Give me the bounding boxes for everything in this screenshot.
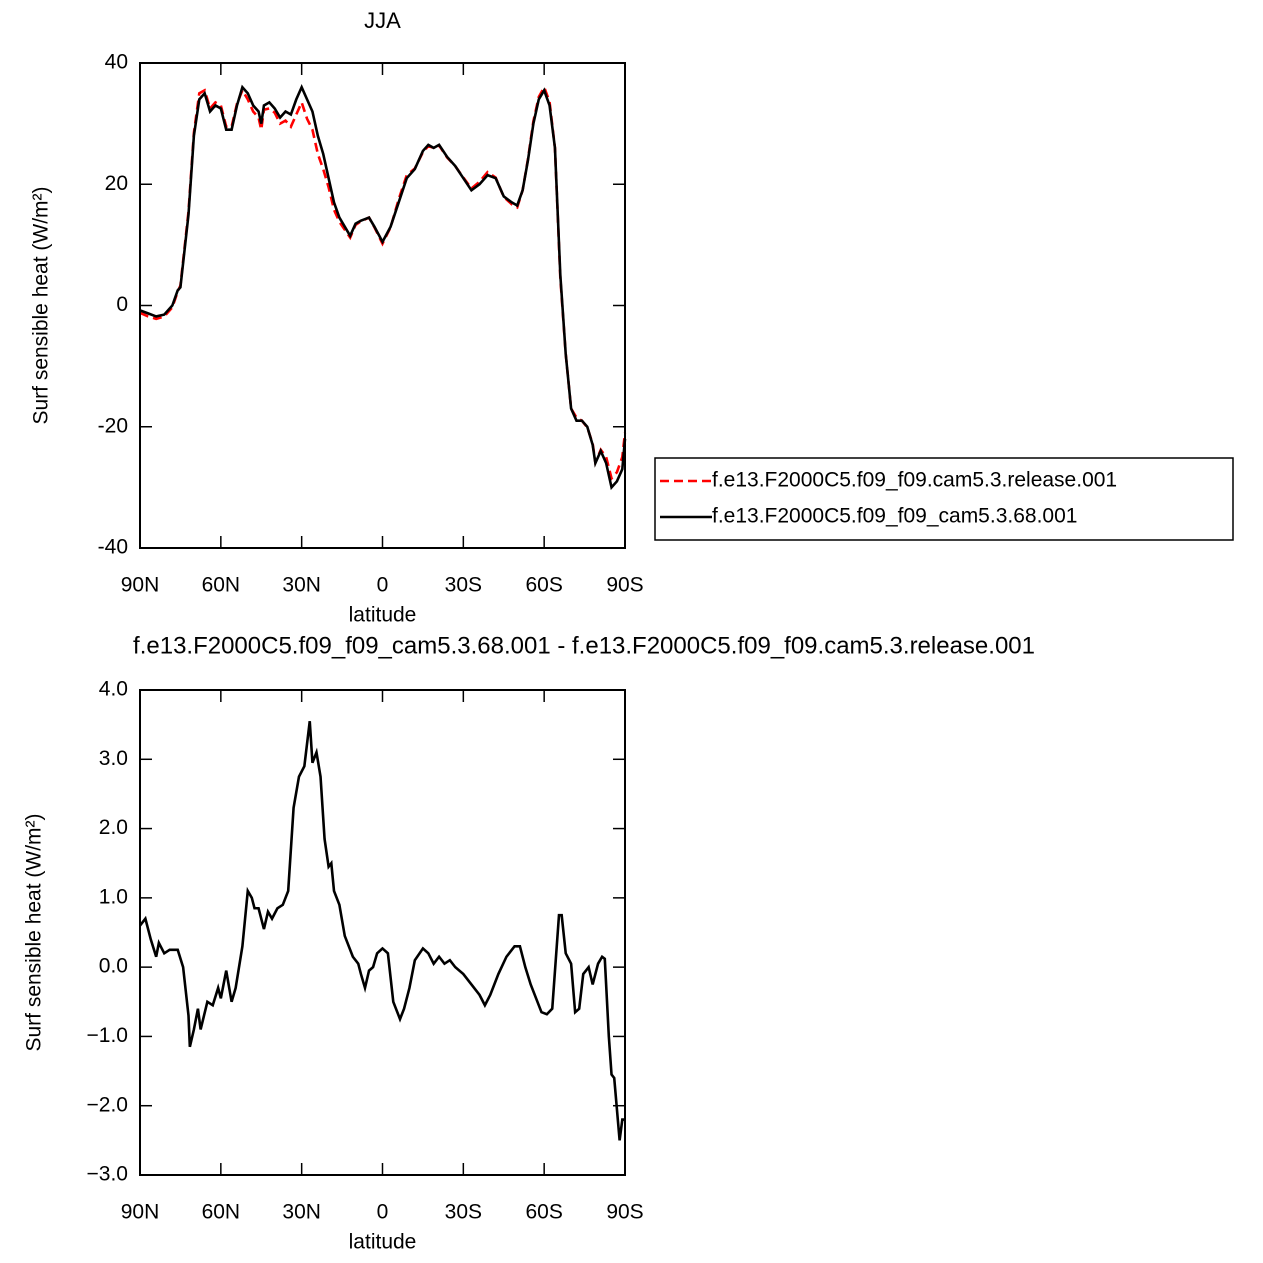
legend-box [654, 457, 1234, 541]
x-tick-label: 30S [445, 574, 482, 597]
y-tick-label: 2.0 [99, 816, 128, 839]
plot-frame [139, 689, 626, 1176]
x-axis-label: latitude [349, 1231, 417, 1254]
x-tick-label: 30N [282, 1201, 321, 1224]
x-tick-label: 60S [525, 1201, 562, 1224]
x-tick-label: 90S [606, 1201, 643, 1224]
data-line [139, 84, 627, 481]
y-tick-label: -40 [98, 536, 128, 559]
legend-label: f.e13.F2000C5.f09_f09_cam5.3.68.001 [712, 505, 1077, 528]
x-tick-label: 0 [377, 1201, 389, 1224]
y-tick-label: 0 [116, 293, 128, 316]
x-tick-label: 30S [445, 1201, 482, 1224]
x-tick-label: 60S [525, 574, 562, 597]
x-tick-label: 60N [202, 574, 241, 597]
y-tick-label: −2.0 [87, 1093, 128, 1116]
x-axis-label: latitude [349, 604, 417, 627]
x-tick-label: 0 [377, 574, 389, 597]
x-tick-label: 60N [202, 1201, 241, 1224]
x-tick-label: 90N [121, 574, 160, 597]
x-tick-label: 90N [121, 1201, 160, 1224]
plot-frame [139, 62, 626, 549]
data-line [138, 721, 625, 1141]
y-axis-label: Surf sensible heat (W/m²) [30, 186, 53, 424]
x-tick-label: 30N [282, 574, 321, 597]
y-tick-label: 4.0 [99, 678, 128, 701]
x-tick-label: 90S [606, 574, 643, 597]
y-tick-label: 40 [105, 51, 128, 74]
chart-title: f.e13.F2000C5.f09_f09_cam5.3.68.001 - f.… [133, 632, 1035, 659]
y-tick-label: 3.0 [99, 747, 128, 770]
data-line [139, 84, 627, 491]
y-axis-label: Surf sensible heat (W/m²) [23, 813, 46, 1051]
y-tick-label: 1.0 [99, 885, 128, 908]
y-tick-label: −3.0 [87, 1163, 128, 1186]
y-tick-label: 0.0 [99, 955, 128, 978]
legend-label: f.e13.F2000C5.f09_f09.cam5.3.release.001 [712, 469, 1117, 492]
y-tick-label: 20 [105, 172, 128, 195]
y-tick-label: −1.0 [87, 1024, 128, 1047]
y-tick-label: -20 [98, 414, 128, 437]
chart-title: JJA [364, 8, 401, 33]
